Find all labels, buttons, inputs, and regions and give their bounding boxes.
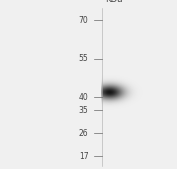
Text: 70: 70 — [79, 16, 88, 25]
Text: 26: 26 — [79, 129, 88, 138]
Text: KDa: KDa — [105, 0, 123, 4]
Text: 55: 55 — [79, 54, 88, 63]
Text: 17: 17 — [79, 152, 88, 161]
Bar — [102, 8, 173, 166]
Text: 35: 35 — [79, 106, 88, 115]
Text: 40: 40 — [79, 93, 88, 102]
